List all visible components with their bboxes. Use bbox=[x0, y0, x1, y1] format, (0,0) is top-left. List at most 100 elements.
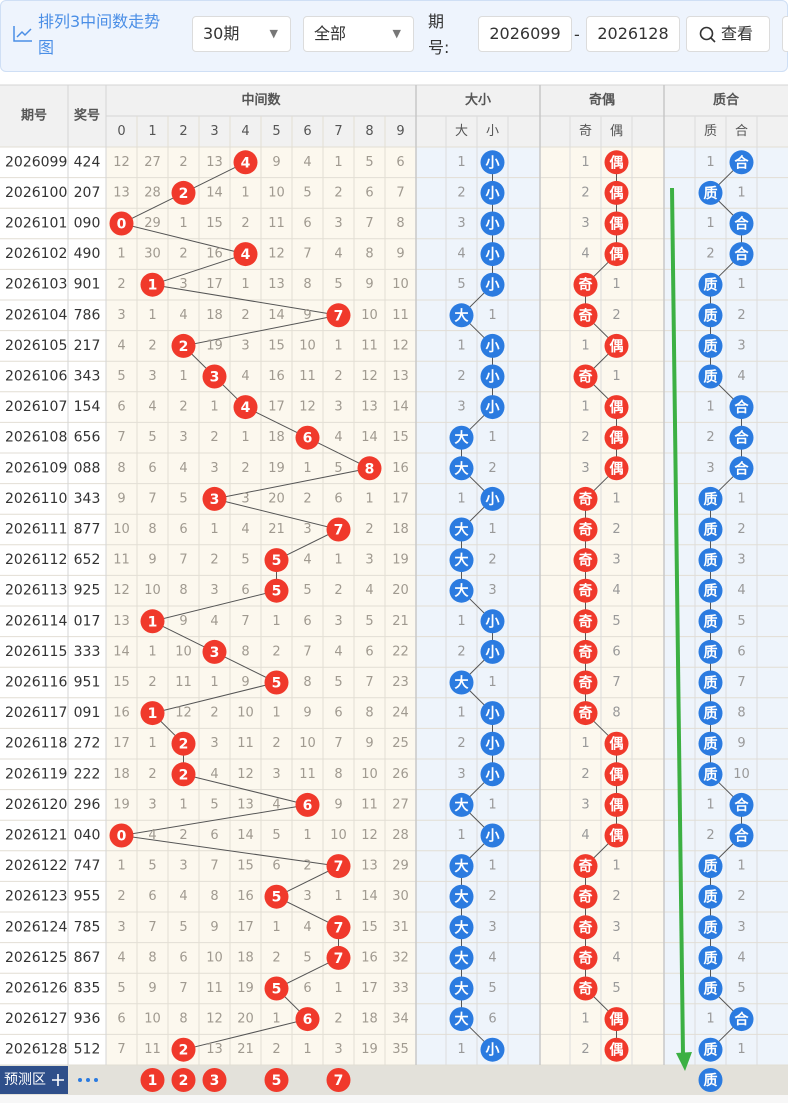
sub-header: 小 bbox=[486, 124, 499, 139]
number: 272 bbox=[74, 736, 101, 752]
ball bbox=[449, 456, 474, 481]
ball-text: 奇 bbox=[579, 307, 593, 324]
ball bbox=[729, 425, 754, 450]
ball-text: 质 bbox=[704, 705, 718, 722]
miss: 18 bbox=[237, 950, 254, 965]
ball-text: 合 bbox=[735, 828, 750, 845]
miss: 10 bbox=[733, 767, 750, 782]
miss: 2 bbox=[457, 736, 465, 751]
ball-text: 小 bbox=[486, 829, 500, 845]
miss: 1 bbox=[334, 155, 342, 170]
miss: 2 bbox=[117, 277, 125, 292]
issue-from[interactable]: 2026099 bbox=[478, 16, 572, 52]
miss: 11 bbox=[299, 767, 316, 782]
miss: 4 bbox=[117, 338, 125, 353]
ball bbox=[698, 272, 723, 297]
ball bbox=[604, 395, 629, 420]
miss: 1 bbox=[737, 859, 745, 874]
ball-text: 大 bbox=[455, 522, 469, 539]
number: 017 bbox=[74, 613, 101, 629]
ball-text: 质 bbox=[704, 583, 718, 600]
ball-text: 小 bbox=[486, 767, 500, 783]
ball bbox=[729, 792, 754, 817]
scope-select[interactable]: 全部 ▼ bbox=[303, 16, 414, 52]
ball bbox=[604, 1007, 629, 1032]
ball-text: 合 bbox=[735, 216, 750, 233]
ball-text: 3 bbox=[210, 492, 220, 508]
period-select[interactable]: 30期 ▼ bbox=[192, 16, 291, 52]
ball bbox=[604, 731, 629, 756]
miss: 5 bbox=[334, 277, 342, 292]
miss: 2 bbox=[303, 491, 311, 506]
miss: 8 bbox=[241, 644, 249, 659]
sub-header: 偶 bbox=[610, 124, 623, 139]
ball bbox=[573, 854, 598, 879]
miss: 12 bbox=[299, 400, 316, 415]
miss: 1 bbox=[737, 1042, 745, 1057]
miss: 14 bbox=[268, 308, 285, 323]
miss: 2 bbox=[272, 736, 280, 751]
miss: 1 bbox=[706, 797, 714, 812]
ball-text: 合 bbox=[735, 430, 750, 447]
miss: 4 bbox=[737, 369, 745, 384]
ball-text: 大 bbox=[455, 858, 469, 875]
number: 091 bbox=[74, 705, 101, 721]
header: 大小 bbox=[465, 92, 491, 108]
ball bbox=[729, 150, 754, 175]
number: 867 bbox=[74, 950, 101, 966]
issue: 2026110 bbox=[5, 491, 67, 507]
miss: 2 bbox=[457, 644, 465, 659]
miss: 2 bbox=[581, 1042, 589, 1057]
issue: 2026115 bbox=[5, 644, 67, 660]
ball bbox=[604, 333, 629, 358]
ball-text: 奇 bbox=[579, 583, 593, 600]
ball-text: 奇 bbox=[579, 613, 593, 630]
miss: 15 bbox=[392, 430, 409, 445]
miss: 10 bbox=[237, 706, 254, 721]
miss: 31 bbox=[392, 920, 409, 935]
issue-to[interactable]: 2026128 bbox=[586, 16, 680, 52]
ball bbox=[449, 884, 474, 909]
more-dot bbox=[86, 1078, 90, 1082]
ball-text: 6 bbox=[303, 431, 313, 447]
ball-text: 大 bbox=[455, 583, 469, 600]
miss: 5 bbox=[365, 155, 373, 170]
miss: 5 bbox=[612, 981, 620, 996]
miss: 1 bbox=[334, 889, 342, 904]
miss: 2 bbox=[612, 889, 620, 904]
ball bbox=[264, 548, 289, 573]
ball-text: 大 bbox=[455, 675, 469, 692]
miss: 2 bbox=[581, 185, 589, 200]
miss: 2 bbox=[272, 1042, 280, 1057]
miss: 9 bbox=[303, 308, 311, 323]
ball-text: 合 bbox=[735, 1011, 750, 1028]
miss: 16 bbox=[268, 369, 285, 384]
miss: 2 bbox=[365, 522, 373, 537]
miss: 1 bbox=[272, 706, 280, 721]
miss: 13 bbox=[237, 797, 254, 812]
sub-header: 大 bbox=[455, 124, 468, 139]
miss: 28 bbox=[392, 828, 409, 843]
miss: 3 bbox=[612, 920, 620, 935]
issue: 2026108 bbox=[5, 430, 67, 446]
ball-text: 2 bbox=[179, 186, 189, 202]
ball-text: 5 bbox=[272, 584, 282, 600]
ball-text: 质 bbox=[704, 185, 718, 202]
ball bbox=[729, 242, 754, 267]
ball-text: 4 bbox=[241, 247, 251, 263]
ball bbox=[449, 517, 474, 542]
ball-text: 3 bbox=[210, 645, 220, 661]
miss: 9 bbox=[148, 553, 156, 568]
ball bbox=[480, 762, 505, 787]
search-button[interactable]: 查看 bbox=[686, 16, 770, 52]
ball-text: 质 bbox=[704, 522, 718, 539]
miss: 3 bbox=[179, 277, 187, 292]
miss: 3 bbox=[272, 767, 280, 782]
miss: 5 bbox=[334, 461, 342, 476]
miss: 7 bbox=[117, 1042, 125, 1057]
number: 088 bbox=[74, 460, 101, 476]
miss: 2 bbox=[272, 644, 280, 659]
miss: 11 bbox=[237, 736, 254, 751]
